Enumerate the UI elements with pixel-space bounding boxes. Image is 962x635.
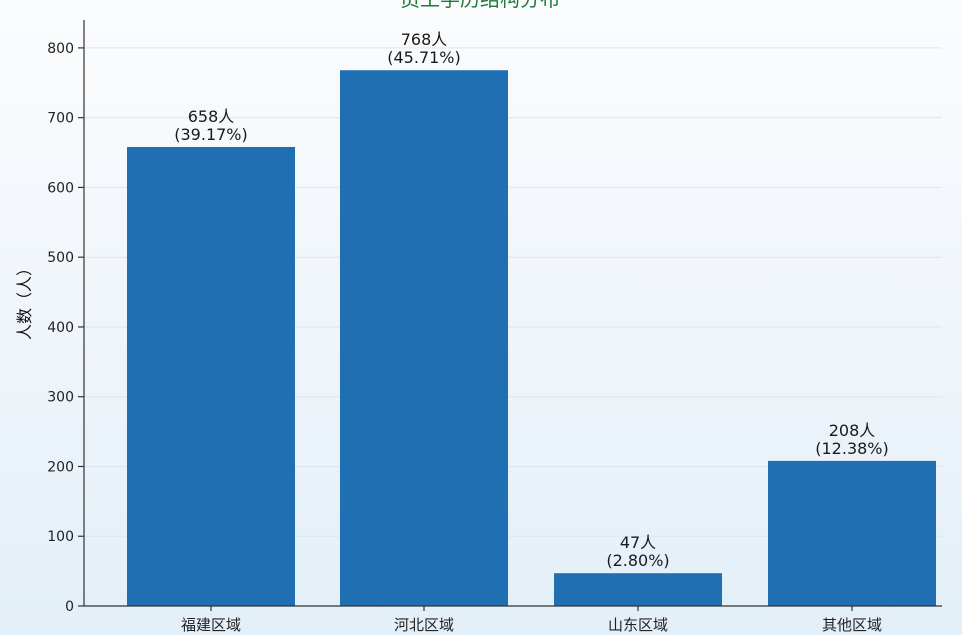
x-axis: 福建区域 河北区域 山东区域 其他区域 (84, 606, 942, 634)
y-tick-label-300: 300 (47, 390, 74, 406)
x-category-label-1: 河北区域 (394, 616, 454, 634)
y-tick-label-100: 100 (47, 529, 74, 545)
x-category-label-2: 山东区域 (608, 616, 668, 634)
y-tick-label-800: 800 (47, 41, 74, 57)
y-axis: 0 100 200 300 400 500 600 700 800 (47, 20, 84, 615)
x-category-label-0: 福建区域 (181, 616, 241, 634)
y-axis-title: 人数（人） (15, 260, 34, 340)
y-tick-label-200: 200 (47, 459, 74, 475)
bar-count-label-1: 768人 (401, 30, 448, 49)
chart-title: 员工学历结构分布 (400, 0, 560, 11)
y-tick-label-0: 0 (65, 599, 74, 615)
y-tick-label-500: 500 (47, 250, 74, 266)
bar-3 (768, 461, 936, 606)
bar-count-label-3: 208人 (829, 421, 876, 440)
bar-percent-label-2: (2.80%) (606, 551, 669, 570)
bar-0 (127, 147, 295, 606)
bar-count-label-2: 47人 (620, 533, 656, 552)
bar-2 (554, 573, 722, 606)
y-tick-label-600: 600 (47, 180, 74, 196)
bar-count-label-0: 658人 (188, 107, 235, 126)
bars (127, 70, 936, 606)
y-tick-label-400: 400 (47, 320, 74, 336)
bar-percent-label-0: (39.17%) (174, 125, 248, 144)
x-category-label-3: 其他区域 (822, 616, 882, 634)
bar-percent-label-3: (12.38%) (815, 439, 889, 458)
y-tick-label-700: 700 (47, 111, 74, 127)
bar-1 (340, 70, 508, 606)
bar-percent-label-1: (45.71%) (387, 48, 461, 67)
